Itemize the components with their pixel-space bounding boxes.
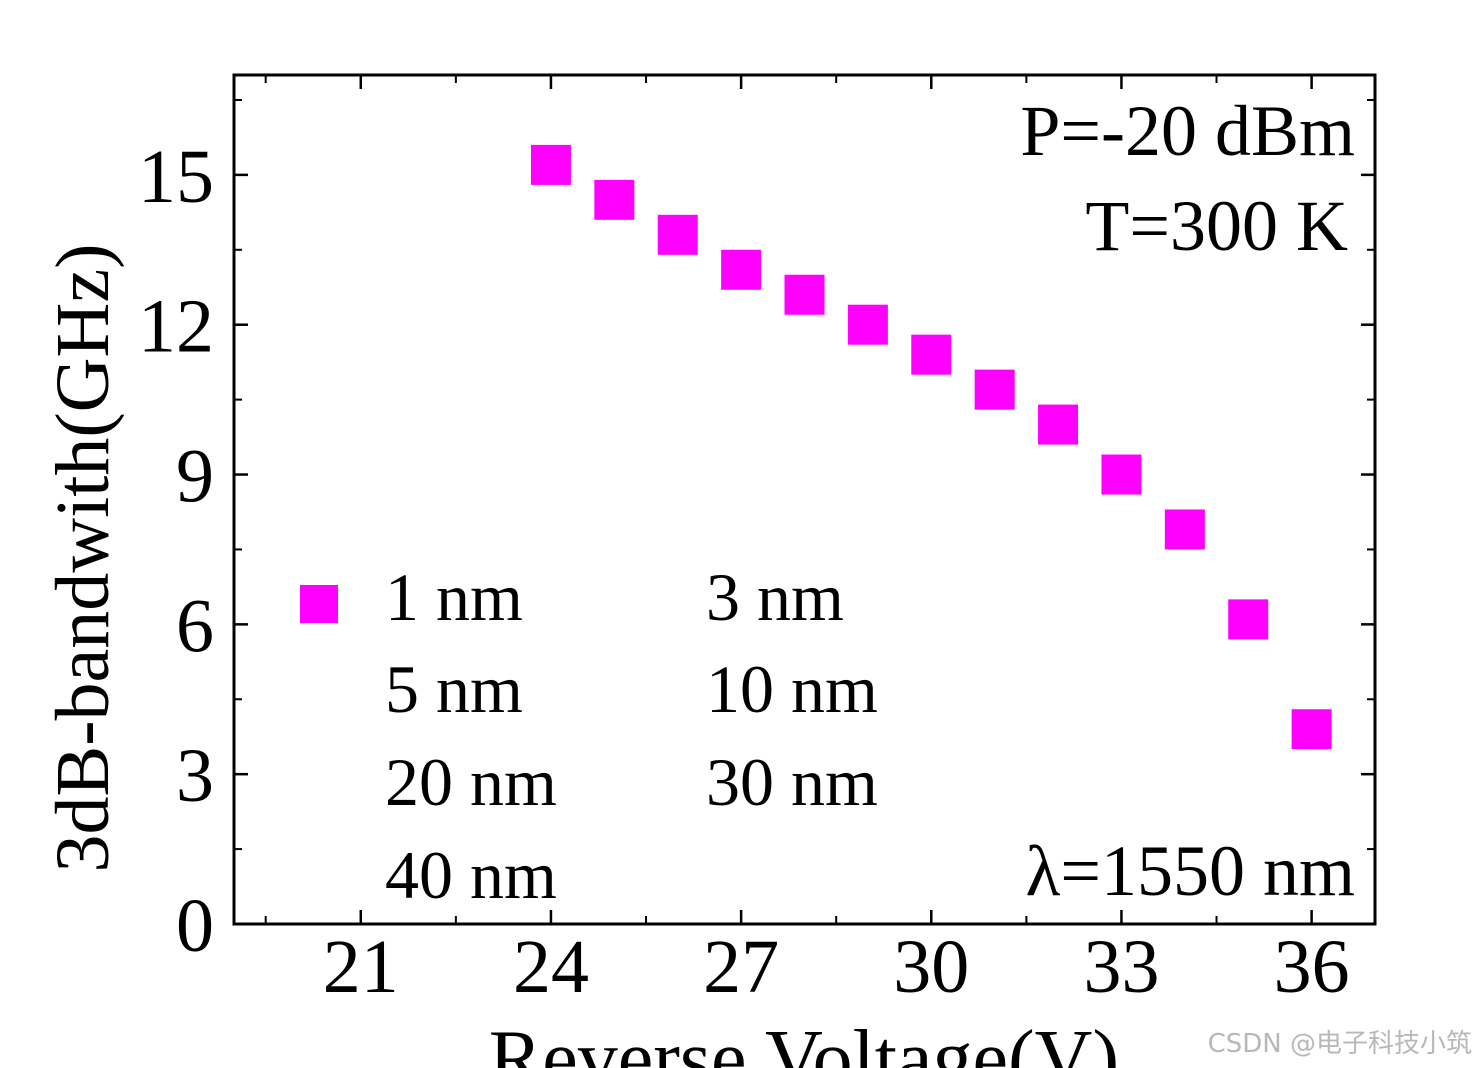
x-tick-label: 30 xyxy=(893,925,969,1009)
x-tick-label: 33 xyxy=(1083,925,1159,1009)
x-tick-label: 24 xyxy=(513,925,589,1009)
data-point xyxy=(721,249,762,290)
data-point xyxy=(1228,599,1269,640)
data-point xyxy=(974,369,1015,410)
y-tick-label: 6 xyxy=(176,584,214,668)
axis-ticks xyxy=(234,75,1375,926)
legend-entry: 5 nm xyxy=(385,651,523,727)
annotation-wavelength: λ=1550 nm xyxy=(1025,831,1355,911)
plot-frame xyxy=(232,73,1377,926)
data-point xyxy=(1291,709,1332,750)
x-tick-label: 27 xyxy=(703,925,779,1009)
y-tick-label: 15 xyxy=(138,135,214,219)
axes xyxy=(232,73,1377,926)
data-point xyxy=(594,179,635,220)
legend-entry: 1 nm xyxy=(385,559,523,635)
legend-entry: 10 nm xyxy=(706,651,878,727)
y-tick-label: 12 xyxy=(138,285,214,369)
y-tick-label: 0 xyxy=(176,884,214,968)
legend-entry: 20 nm xyxy=(385,744,557,820)
y-tick-label: 9 xyxy=(176,435,214,519)
data-point xyxy=(657,214,698,255)
annotation-temperature: T=300 K xyxy=(1085,186,1348,266)
x-tick-label: 36 xyxy=(1274,925,1350,1009)
data-point xyxy=(1101,454,1142,495)
legend-entry: 40 nm xyxy=(385,837,557,913)
data-point xyxy=(784,274,825,315)
legend-entry: 30 nm xyxy=(706,744,878,820)
x-axis-label: Reverse Voltage(V) xyxy=(489,1015,1119,1068)
annotation-power: P=-20 dBm xyxy=(1020,91,1355,171)
legend-entry: 3 nm xyxy=(706,559,844,635)
data-point xyxy=(1038,404,1079,445)
data-point xyxy=(847,304,888,345)
data-point xyxy=(911,334,952,375)
data-point xyxy=(530,144,571,185)
legend-marker xyxy=(300,585,338,623)
data-point xyxy=(1164,509,1205,550)
data-points xyxy=(530,144,1332,750)
x-tick-label: 21 xyxy=(323,925,399,1009)
legend: 1 nm 3 nm 5 nm 10 nm 20 nm 30 nm 40 nm xyxy=(300,559,878,913)
y-axis-label: 3dB-bandwith(GHz) xyxy=(41,244,125,873)
watermark: CSDN @电子科技小筑 xyxy=(1207,1029,1472,1059)
y-tick-label: 3 xyxy=(176,734,214,818)
